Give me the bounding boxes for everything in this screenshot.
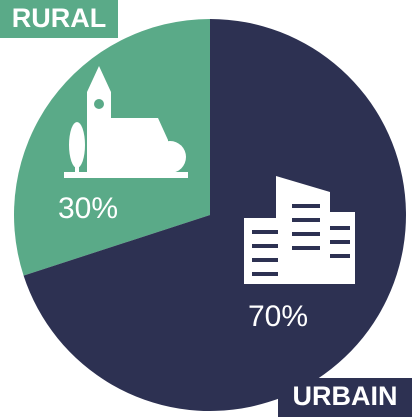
category-box [278,378,412,417]
value-label: 30% [58,192,118,225]
value-label: 70% [248,300,308,333]
category-label: URBAIN [293,381,398,411]
pie-slice [23,19,406,411]
category-label: RURAL [12,3,107,33]
category-box [0,0,118,38]
rural-icon [64,66,188,178]
urban-icon [244,176,355,284]
